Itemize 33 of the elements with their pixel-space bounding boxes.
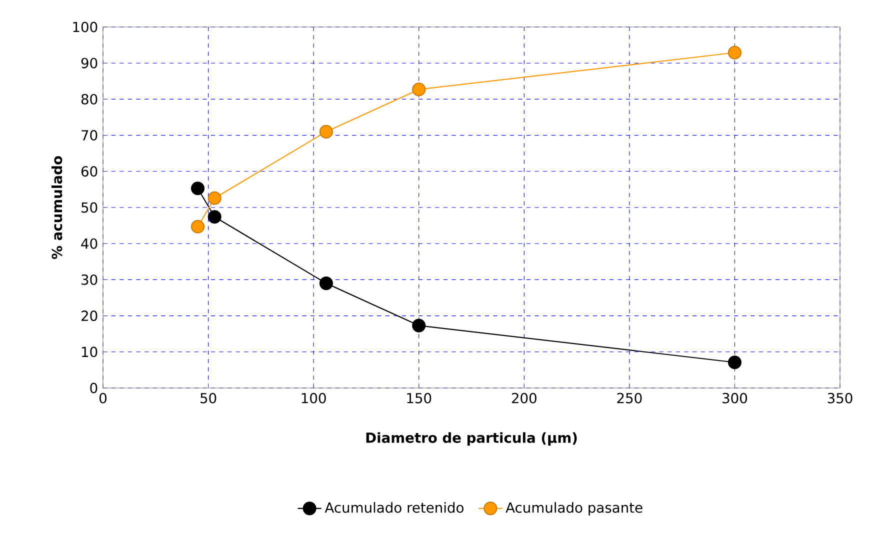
x-tick-label: 100 bbox=[302, 392, 326, 404]
y-tick-label: 70 bbox=[82, 130, 98, 141]
x-tick-label: 150 bbox=[407, 392, 432, 404]
legend-label: Acumulado retenido bbox=[324, 502, 464, 513]
x-tick-label: 200 bbox=[512, 392, 536, 404]
legend-label: Acumulado pasante bbox=[506, 502, 642, 516]
y-tick-label: 10 bbox=[82, 346, 98, 358]
y-tick-label: 90 bbox=[81, 58, 98, 68]
point bbox=[319, 124, 333, 138]
point bbox=[728, 356, 742, 370]
y-tick-label: 80 bbox=[81, 94, 98, 104]
x-tick-label: 250 bbox=[617, 392, 642, 404]
point bbox=[190, 182, 205, 196]
x-tick-label: 300 bbox=[722, 392, 748, 404]
x-tick-label: 350 bbox=[828, 392, 852, 404]
y-tick-label: 100 bbox=[73, 22, 98, 32]
y-tick-label: 0 bbox=[90, 382, 98, 394]
x-tick-label: 0 bbox=[100, 392, 106, 404]
point bbox=[412, 82, 426, 96]
y-axis-title: % acumulado bbox=[51, 156, 62, 259]
point bbox=[319, 276, 333, 290]
point bbox=[190, 220, 205, 234]
y-tick-label: 40 bbox=[81, 238, 98, 249]
x-axis-title: Diametro de particula (µm) bbox=[366, 432, 577, 446]
y-tick-label: 50 bbox=[82, 202, 98, 213]
x-tick-label: 50 bbox=[200, 392, 216, 404]
y-tick-label: 30 bbox=[82, 274, 98, 285]
point bbox=[208, 210, 222, 224]
point bbox=[728, 46, 742, 60]
point bbox=[412, 318, 426, 332]
point bbox=[208, 191, 222, 205]
y-tick-label: 20 bbox=[82, 310, 98, 322]
y-tick-label: 60 bbox=[81, 166, 98, 177]
